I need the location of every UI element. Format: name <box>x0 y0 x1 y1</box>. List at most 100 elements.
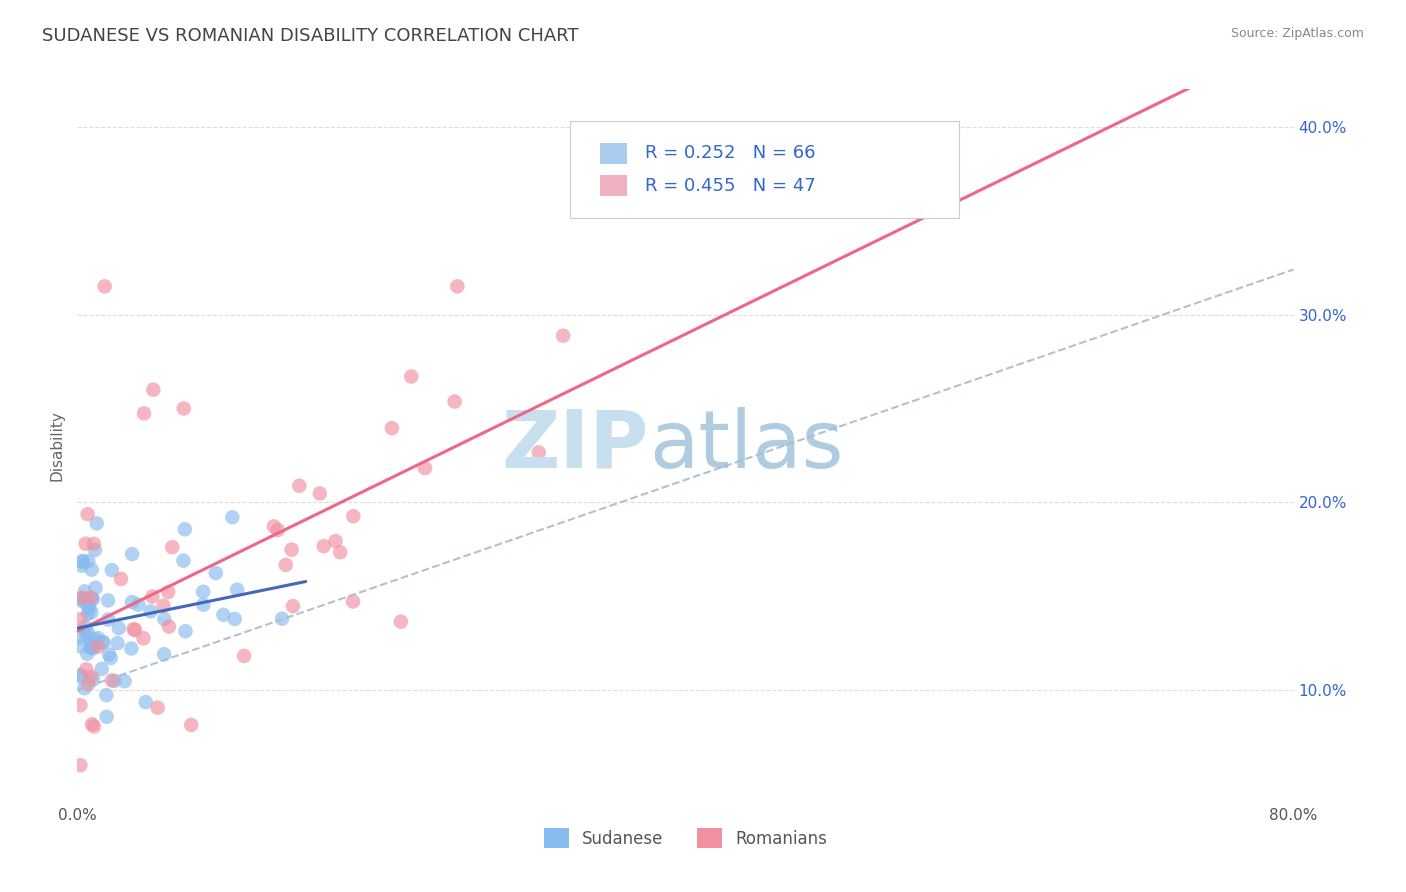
Point <box>152 599 174 613</box>
Point <box>329 545 352 559</box>
Point <box>97 593 120 607</box>
Point <box>80 640 103 654</box>
Point <box>180 718 202 732</box>
Point <box>122 622 145 636</box>
Point <box>87 631 110 645</box>
Point <box>446 279 468 293</box>
Bar <box>600 143 627 164</box>
Point <box>121 595 143 609</box>
Point <box>271 612 294 626</box>
Text: ZIP: ZIP <box>502 407 650 485</box>
Point <box>69 631 91 645</box>
Point <box>77 599 100 613</box>
Point <box>443 394 465 409</box>
FancyBboxPatch shape <box>569 121 959 218</box>
Point <box>82 591 104 606</box>
Point <box>69 591 91 606</box>
Point <box>162 540 184 554</box>
Point <box>75 627 97 641</box>
Point <box>325 534 347 549</box>
Point <box>308 486 330 500</box>
Point <box>233 648 256 663</box>
Point <box>80 717 103 731</box>
Point <box>73 681 96 696</box>
Point <box>82 641 104 656</box>
Point <box>86 516 108 531</box>
Point <box>142 383 165 397</box>
Point <box>139 604 162 618</box>
Point <box>93 279 115 293</box>
Point <box>83 719 105 733</box>
Point <box>69 669 91 683</box>
Point <box>72 554 94 568</box>
Point <box>110 572 132 586</box>
Point <box>205 566 228 580</box>
Point <box>157 619 180 633</box>
Point <box>77 554 100 568</box>
Point <box>153 647 176 661</box>
Point <box>72 591 94 605</box>
Point <box>157 585 180 599</box>
Point <box>107 636 129 650</box>
Point <box>100 651 122 665</box>
Point <box>83 537 105 551</box>
Point <box>342 509 364 524</box>
Point <box>401 369 423 384</box>
Point <box>381 421 404 435</box>
Point <box>97 613 120 627</box>
Point <box>342 594 364 608</box>
Point <box>69 698 91 713</box>
Point <box>141 590 163 604</box>
Point <box>108 621 131 635</box>
Point <box>191 584 214 599</box>
Text: R = 0.455   N = 47: R = 0.455 N = 47 <box>645 177 815 194</box>
Point <box>87 640 110 654</box>
Point <box>91 635 114 649</box>
Text: atlas: atlas <box>650 407 844 485</box>
Point <box>121 547 143 561</box>
Point <box>281 599 304 614</box>
Text: R = 0.252   N = 66: R = 0.252 N = 66 <box>645 145 815 162</box>
Point <box>114 674 136 689</box>
Point <box>135 695 157 709</box>
Point <box>96 688 118 702</box>
Point <box>413 461 436 475</box>
Point <box>90 662 112 676</box>
Point <box>288 479 311 493</box>
Point <box>280 542 302 557</box>
Point <box>80 669 103 683</box>
Point <box>224 612 246 626</box>
Point <box>146 700 169 714</box>
Point <box>96 710 118 724</box>
Point <box>76 507 98 521</box>
Y-axis label: Disability: Disability <box>49 410 65 482</box>
Point <box>124 623 146 637</box>
Point <box>75 537 97 551</box>
Point <box>153 612 176 626</box>
Point <box>73 584 96 599</box>
Point <box>69 640 91 654</box>
Point <box>69 668 91 682</box>
Point <box>80 563 103 577</box>
Point <box>79 641 101 656</box>
Point <box>72 595 94 609</box>
Point <box>553 328 575 343</box>
Point <box>83 632 105 647</box>
Point <box>100 673 122 688</box>
Point <box>70 558 93 573</box>
Point <box>79 601 101 615</box>
Point <box>82 591 104 606</box>
Point <box>75 662 97 676</box>
Point <box>174 624 197 639</box>
Point <box>274 558 297 572</box>
Point <box>101 563 124 577</box>
Point <box>172 554 194 568</box>
Text: Source: ZipAtlas.com: Source: ZipAtlas.com <box>1230 27 1364 40</box>
Point <box>212 607 235 622</box>
Legend: Sudanese, Romanians: Sudanese, Romanians <box>537 822 834 855</box>
Point <box>267 523 290 537</box>
Point <box>221 510 243 524</box>
Point <box>84 543 107 558</box>
Point <box>76 647 98 661</box>
Point <box>389 615 412 629</box>
